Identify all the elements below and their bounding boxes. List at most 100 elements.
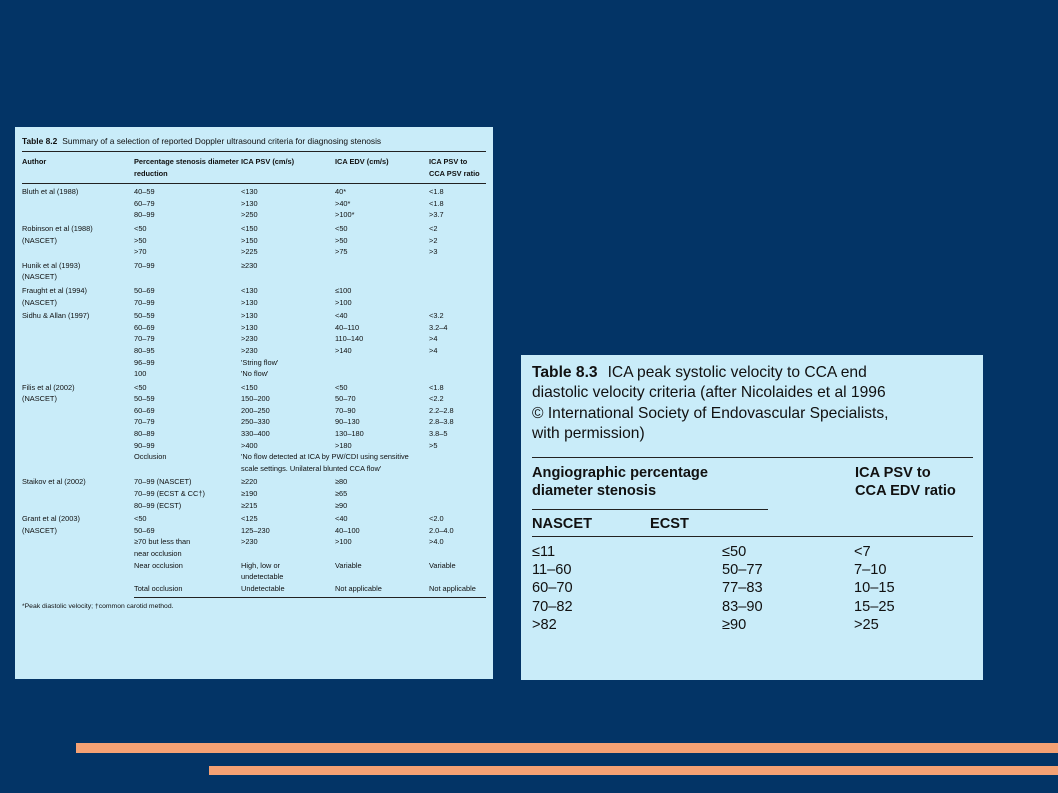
- edv-cell: 40–100: [335, 525, 360, 535]
- table-8-3-title-line: with permission): [532, 425, 645, 443]
- table-row: 70–79 >230 110–140 >4: [22, 333, 486, 345]
- edv-cell: >50: [335, 235, 348, 245]
- edv-cell: >180: [335, 440, 352, 450]
- author-cell: Grant et al (2003) (NASCET): [22, 511, 134, 598]
- nascet-cell: 11–60: [532, 561, 572, 578]
- author-name: Hunik et al (1993): [22, 260, 81, 270]
- psv-cell: <150: [241, 382, 258, 392]
- edv-cell: [335, 258, 429, 283]
- table-row: Staikov et al (2002) 70–99 (NASCET) ≥220 ≥8…: [22, 474, 486, 488]
- edv-cell: >40*: [335, 198, 351, 208]
- edv-cell: [335, 368, 429, 380]
- header-text: diameter stenosis: [532, 483, 657, 500]
- psv-cell: >230: [241, 345, 258, 355]
- edv-cell: 90–130: [335, 417, 360, 427]
- nascet-cell: >82: [532, 616, 557, 633]
- edv-cell: ≥80: [335, 477, 348, 487]
- table-8-3-title-line: diastolic velocity criteria (after Nicol…: [532, 384, 886, 402]
- subheader-nascet: NASCET: [532, 515, 592, 532]
- psv-cell: 125–230: [241, 525, 270, 535]
- ratio-cell: >4.0: [429, 537, 444, 547]
- table-row: >82 ≥90 >25: [532, 616, 973, 634]
- note-line: scale settings. Unilateral blunted CCA f…: [241, 463, 382, 473]
- header-angiographic-stenosis: Angiographic percentage diameter stenosi…: [532, 464, 708, 501]
- ratio-cell: [429, 488, 486, 500]
- ratio-cell: 2.0–4.0: [429, 525, 454, 535]
- ratio-cell: Not applicable: [429, 582, 486, 599]
- ratio-cell: [429, 368, 486, 380]
- edv-cell: 110–140: [335, 334, 364, 344]
- table-row: 90–99 >400 >180 >5: [22, 440, 486, 452]
- psv-cell: 'No flow': [241, 369, 269, 379]
- stenosis-cell: 70–79: [134, 417, 155, 427]
- table-row: 70–99 >130 >100: [22, 297, 486, 309]
- edv-cell: Not applicable: [335, 582, 429, 599]
- stenosis-cell: 70–99 (ECST & CC†): [134, 489, 205, 499]
- table-8-3-caption: Table 8.3 ICA peak systolic velocity to C…: [532, 363, 973, 445]
- psv-cell: <150: [241, 223, 258, 233]
- ratio-cell: 15–25: [854, 598, 895, 615]
- ecst-cell: ≤50: [722, 543, 747, 560]
- table-8-2-panel: Table 8.2 Summary of a selection of repor…: [15, 127, 493, 679]
- ratio-cell: 2.8–3.8: [429, 417, 454, 427]
- psv-cell: >230: [241, 537, 258, 547]
- header-ica-edv: ICA EDV (cm/s): [335, 152, 429, 185]
- occlusion-note-cell: 'No flow detected at ICA by PW/CDI using…: [241, 451, 486, 474]
- psv-cell: ≥230: [241, 260, 258, 270]
- stenosis-cell: >70: [134, 247, 147, 257]
- stenosis-cell: <50: [134, 514, 147, 524]
- table-8-3-title-line: © International Society of Endovascular …: [532, 404, 889, 422]
- stenosis-cell: 50–59: [134, 311, 155, 321]
- ratio-cell: >2: [429, 235, 438, 245]
- header-ica-psv: ICA PSV (cm/s): [241, 152, 335, 185]
- stenosis-cell: Total occlusion: [134, 582, 241, 599]
- edv-cell: >100*: [335, 210, 355, 220]
- table-row: 60–70 77–83 10–15: [532, 579, 973, 597]
- edv-cell: >100: [335, 537, 352, 547]
- ratio-cell: [429, 474, 486, 488]
- table-8-3-label: Table 8.3: [532, 364, 598, 381]
- table-row: Fraught et al (1994) (NASCET) 50–69 <130 ≤10…: [22, 283, 486, 307]
- author-name: Grant et al (2003): [22, 514, 80, 524]
- table-row: Sidhu & Allan (1997) 50–59 >130 <40 <3.2: [22, 308, 486, 322]
- author-name: (NASCET): [22, 297, 57, 307]
- stenosis-cell: 70–99: [134, 297, 155, 307]
- psv-cell: Undetectable: [241, 582, 335, 599]
- header-psv-edv-ratio: ICA PSV to CCA EDV ratio: [855, 464, 973, 501]
- ratio-cell: <1.8: [429, 187, 444, 197]
- table-8-2-caption: Table 8.2 Summary of a selection of repor…: [22, 135, 486, 152]
- author-name: (NASCET): [22, 394, 57, 404]
- psv-cell: ≥215: [241, 500, 258, 510]
- decorative-stripe-top: [76, 743, 1058, 753]
- table-8-2-header-row: Author Percentage stenosis diameter redu…: [22, 152, 486, 185]
- psv-cell: >230: [241, 334, 258, 344]
- author-name: Sidhu & Allan (1997): [22, 311, 90, 321]
- edv-cell: ≥65: [335, 489, 348, 499]
- ratio-cell: >3.7: [429, 210, 444, 220]
- author-cell: Staikov et al (2002): [22, 474, 134, 511]
- edv-cell: >75: [335, 247, 348, 257]
- table-row: 80–99 (ECST) ≥215 ≥90: [22, 500, 486, 512]
- nascet-cell: 60–70: [532, 580, 573, 597]
- table-row: ≥70 but less than near occlusion >230 >100…: [22, 536, 486, 559]
- edv-cell: 50–70: [335, 394, 356, 404]
- table-8-2-label: Table 8.2: [22, 136, 58, 146]
- table-row: Robinson et al (1988) (NASCET) <50 <150 <50 <…: [22, 221, 486, 245]
- ratio-cell: 2.2–2.8: [429, 405, 454, 415]
- stenosis-cell: 70–99: [134, 260, 155, 270]
- author-name: (NASCET): [22, 272, 57, 282]
- table-row: 60–69 200–250 70–90 2.2–2.8: [22, 405, 486, 417]
- stenosis-cell: 60–79: [134, 198, 155, 208]
- psv-cell: >130: [241, 322, 258, 332]
- header-text: CCA EDV ratio: [855, 483, 956, 500]
- table-8-3-panel: Table 8.3 ICA peak systolic velocity to C…: [521, 355, 983, 680]
- author-cell: Sidhu & Allan (1997): [22, 308, 134, 380]
- psv-cell: 150–200: [241, 394, 270, 404]
- edv-cell: ≥90: [335, 500, 348, 510]
- table-row: 11–60 50–77 7–10: [532, 561, 973, 579]
- table-row: 50–69 125–230 40–100 2.0–4.0: [22, 525, 486, 537]
- author-name: Fraught et al (1994): [22, 285, 87, 295]
- table-row: Occlusion 'No flow detected at ICA by PW/…: [22, 451, 486, 474]
- edv-cell: 70–90: [335, 405, 356, 415]
- stenosis-cell: 50–69: [134, 525, 155, 535]
